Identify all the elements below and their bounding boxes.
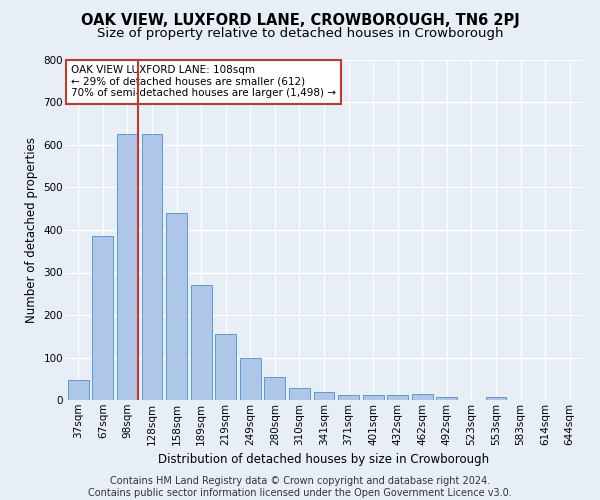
- Bar: [117, 134, 138, 400]
- Bar: [240, 358, 261, 400]
- Text: OAK VIEW LUXFORD LANE: 108sqm
← 29% of detached houses are smaller (612)
70% of : OAK VIEW LUXFORD LANE: 108sqm ← 29% of d…: [71, 65, 336, 98]
- Text: Contains HM Land Registry data © Crown copyright and database right 2024.
Contai: Contains HM Land Registry data © Crown c…: [88, 476, 512, 498]
- Bar: [338, 395, 359, 400]
- Bar: [265, 378, 286, 400]
- Text: Size of property relative to detached houses in Crowborough: Size of property relative to detached ho…: [97, 28, 503, 40]
- Bar: [436, 397, 457, 400]
- Bar: [166, 213, 187, 400]
- Y-axis label: Number of detached properties: Number of detached properties: [25, 137, 38, 323]
- Bar: [68, 380, 89, 400]
- Text: OAK VIEW, LUXFORD LANE, CROWBOROUGH, TN6 2PJ: OAK VIEW, LUXFORD LANE, CROWBOROUGH, TN6…: [80, 12, 520, 28]
- Bar: [387, 395, 408, 400]
- Bar: [191, 285, 212, 400]
- X-axis label: Distribution of detached houses by size in Crowborough: Distribution of detached houses by size …: [158, 453, 490, 466]
- Bar: [92, 236, 113, 400]
- Bar: [215, 334, 236, 400]
- Bar: [289, 388, 310, 400]
- Bar: [142, 134, 163, 400]
- Bar: [314, 392, 334, 400]
- Bar: [485, 396, 506, 400]
- Bar: [412, 394, 433, 400]
- Bar: [362, 395, 383, 400]
